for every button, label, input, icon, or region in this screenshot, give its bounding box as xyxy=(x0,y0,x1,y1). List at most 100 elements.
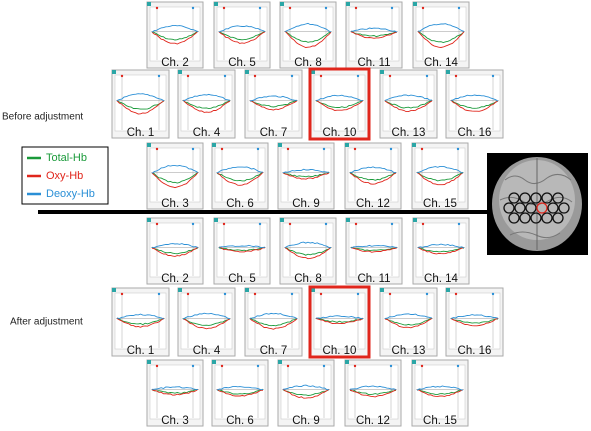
waveform xyxy=(349,389,397,398)
corner-marker xyxy=(380,288,384,292)
waveform xyxy=(116,317,165,326)
channel-panel: Ch. 15 xyxy=(411,142,469,210)
waveform xyxy=(417,23,465,32)
marker-dot xyxy=(354,222,358,226)
corner-marker xyxy=(245,288,249,292)
corner-marker xyxy=(280,218,284,222)
waveform xyxy=(249,318,298,330)
corner-marker xyxy=(446,288,450,292)
corner-marker xyxy=(214,2,218,6)
waveform xyxy=(182,318,231,326)
channel-label: Ch. 10 xyxy=(323,345,357,357)
corner-marker xyxy=(346,2,350,6)
channel-panel: Ch. 4 xyxy=(177,287,236,357)
panel-inner xyxy=(149,147,201,203)
waveform xyxy=(315,99,364,111)
waveform xyxy=(216,171,264,182)
channel-panel: Ch. 1 xyxy=(111,69,170,139)
corner-marker xyxy=(147,2,151,6)
channel-panel: Ch. 6 xyxy=(211,359,269,427)
marker-dot xyxy=(454,74,458,78)
marker-dot xyxy=(322,364,326,368)
channel-panel: Ch. 3 xyxy=(146,359,204,427)
channel-label: Ch. 2 xyxy=(161,273,189,285)
corner-marker xyxy=(446,70,450,74)
highlight-frame xyxy=(308,285,371,359)
waveform xyxy=(216,385,264,391)
waveform xyxy=(282,388,330,399)
marker-dot xyxy=(256,147,260,151)
channel-panel: Ch. 11 xyxy=(345,1,403,69)
channel-panel: Ch. 10 xyxy=(308,67,371,141)
marker-dot xyxy=(220,364,224,368)
channel-label: Ch. 10 xyxy=(323,127,357,139)
waveform xyxy=(350,247,398,253)
waveform xyxy=(417,243,465,249)
waveform xyxy=(349,171,397,181)
channel-label: Ch. 15 xyxy=(423,415,457,427)
marker-dot xyxy=(456,147,460,151)
channel-panel: Ch. 13 xyxy=(379,287,438,357)
marker-dot xyxy=(425,74,429,78)
waveform xyxy=(182,312,231,320)
channel-panel: Ch. 16 xyxy=(445,287,504,357)
corner-marker xyxy=(412,360,416,364)
channel-label: Ch. 2 xyxy=(161,57,189,69)
marker-dot xyxy=(454,292,458,296)
marker-dot xyxy=(288,6,292,10)
probe xyxy=(547,202,559,214)
waveform xyxy=(216,166,264,174)
marker-dot xyxy=(258,222,262,226)
waveform xyxy=(417,31,465,43)
marker-dot xyxy=(390,6,394,10)
marker-dot xyxy=(286,147,290,151)
corner-marker xyxy=(212,360,216,364)
waveform xyxy=(116,317,165,328)
channel-panel: Ch. 14 xyxy=(412,217,470,285)
marker-dot xyxy=(191,222,195,226)
marker-dot xyxy=(491,292,495,296)
waveform xyxy=(349,166,397,174)
marker-dot xyxy=(324,6,328,10)
waveform xyxy=(151,246,199,257)
marker-dot xyxy=(425,292,429,296)
waveform xyxy=(350,244,398,249)
panel-inner xyxy=(414,147,466,203)
marker-dot xyxy=(457,6,461,10)
marker-dot xyxy=(191,147,195,151)
channel-label: Ch. 4 xyxy=(193,345,221,357)
highlight-frame xyxy=(308,67,371,141)
waveform xyxy=(116,100,165,115)
waveform xyxy=(284,246,332,260)
channel-label: Ch. 11 xyxy=(357,57,390,69)
marker-dot xyxy=(155,6,159,10)
waveform xyxy=(284,30,332,43)
waveform xyxy=(249,317,298,327)
waveform xyxy=(416,389,464,395)
waveform xyxy=(350,27,398,33)
probe xyxy=(558,202,570,214)
channel-label: Ch. 7 xyxy=(260,345,288,357)
channel-label: Ch. 15 xyxy=(423,198,457,210)
waveform xyxy=(284,22,332,33)
waveform xyxy=(349,385,397,390)
waveform xyxy=(116,93,165,102)
channel-label: Ch. 7 xyxy=(260,127,288,139)
corner-marker xyxy=(345,143,349,147)
waveform xyxy=(416,171,464,182)
waveform xyxy=(218,31,266,44)
marker-dot xyxy=(354,6,358,10)
channel-label: Ch. 12 xyxy=(356,198,390,210)
corner-marker xyxy=(112,288,116,292)
probe xyxy=(552,192,564,204)
marker-dot xyxy=(120,292,124,296)
corner-marker xyxy=(178,70,182,74)
channel-label: Ch. 3 xyxy=(161,198,189,210)
marker-dot xyxy=(456,364,460,368)
waveform xyxy=(282,172,330,178)
channel-label: Ch. 8 xyxy=(294,57,322,69)
channel-panel: Ch. 16 xyxy=(445,69,504,139)
corner-marker xyxy=(278,360,282,364)
waveform xyxy=(416,385,464,391)
marker-dot xyxy=(353,147,357,151)
